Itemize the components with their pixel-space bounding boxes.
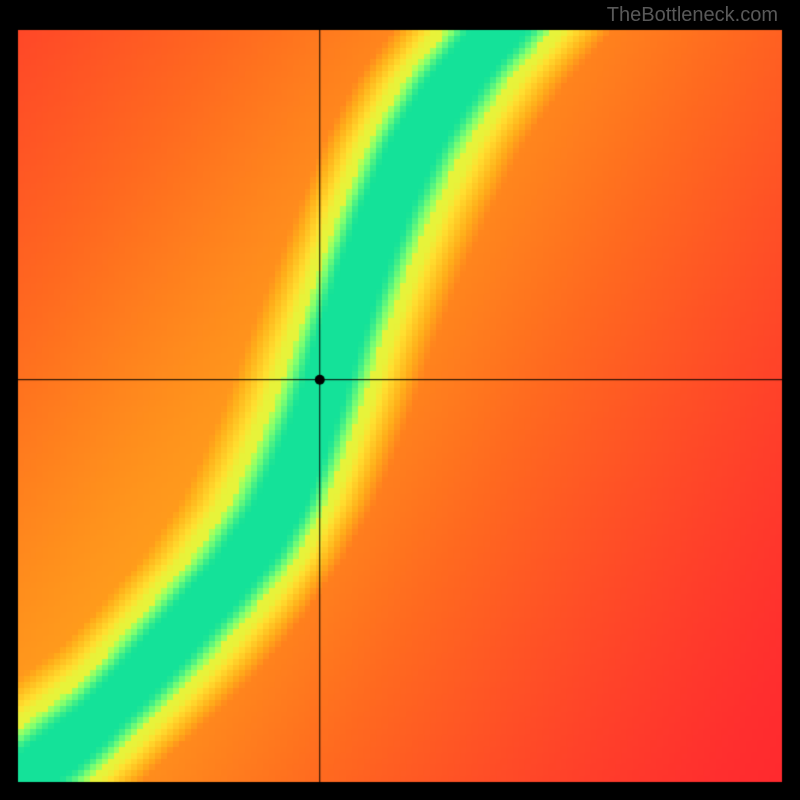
chart-container: TheBottleneck.com [0, 0, 800, 800]
heatmap-canvas [0, 0, 800, 800]
watermark-text: TheBottleneck.com [607, 4, 778, 27]
